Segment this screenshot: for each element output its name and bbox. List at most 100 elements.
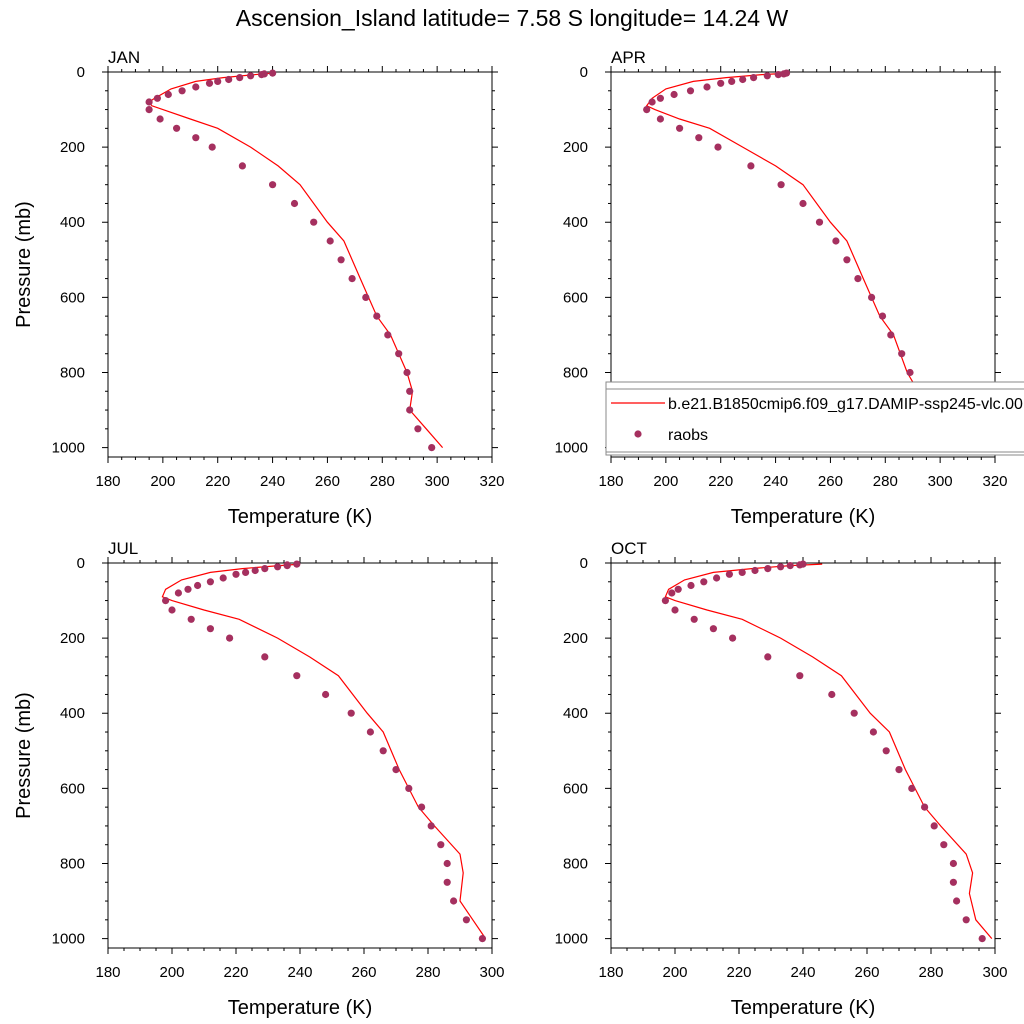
raobs-point [261,565,269,573]
raobs-point [206,578,214,586]
raobs-point [173,124,181,132]
y-tick-label: 800 [563,364,588,381]
legend-raobs-swatch [634,430,642,438]
plot-frame [107,71,493,458]
panel-label: APR [611,48,646,67]
raobs-point [868,293,876,301]
raobs-point [443,878,451,886]
x-axis-title: Temperature (K) [731,506,876,528]
raobs-point [674,585,682,593]
raobs-point [427,822,435,830]
x-tick-label: 180 [598,964,623,981]
raobs-point [362,293,370,301]
y-tick-label: 1000 [52,931,85,948]
y-tick-label: 400 [563,705,588,722]
raobs-point [232,570,240,578]
x-tick-label: 220 [205,473,230,490]
x-axis-title: Temperature (K) [228,506,373,528]
raobs-point [878,312,887,320]
raobs-point [671,606,679,614]
plot-frame [610,562,996,949]
y-tick-label: 0 [580,64,588,81]
raobs-point [713,574,721,582]
raobs-point [194,581,202,590]
raobs-point [738,568,746,577]
raobs-point [251,566,259,575]
y-tick-label: 800 [60,855,85,872]
x-tick-label: 260 [315,473,340,490]
x-tick-label: 280 [370,473,395,490]
raobs-point [908,784,916,793]
raobs-point [895,766,903,774]
x-tick-label: 180 [598,473,623,490]
raobs-point [949,878,958,886]
raobs-point [225,75,233,84]
raobs-point [703,83,711,91]
raobs-point [347,709,355,717]
raobs-point [668,589,676,597]
x-tick-label: 260 [818,473,843,490]
raobs-point [648,98,656,106]
x-tick-label: 240 [790,964,815,981]
x-tick-label: 320 [479,473,504,490]
raobs-point [164,90,172,99]
panel-jan: JAN 180 200 220 240 260 280 300 320 0 200 400 600 800… [13,48,505,528]
x-tick-label: 200 [662,964,687,981]
raobs-point [747,162,755,170]
raobs-point [290,199,299,208]
y-tick-label: 400 [60,214,85,231]
raobs-point [269,181,277,189]
y-tick-label: 200 [60,139,85,156]
raobs-point [930,822,938,830]
raobs-point [676,124,684,132]
x-tick-label: 200 [150,473,175,490]
y-tick-label: 400 [60,705,85,722]
y-tick-label: 0 [580,555,588,572]
raobs-point [428,444,436,452]
raobs-point [162,597,170,605]
raobs-point [643,106,651,114]
x-tick-label: 280 [415,964,440,981]
plot-frame [107,562,493,949]
model-series-line [148,72,444,448]
raobs-point [450,897,458,905]
raobs-point [373,312,381,320]
raobs-point [729,634,737,642]
raobs-point [395,350,403,358]
raobs-point [214,77,222,85]
raobs-point [843,256,851,264]
raobs-point [898,350,906,358]
raobs-point [750,74,758,82]
raobs-point [384,331,392,339]
raobs-point [739,75,747,84]
raobs-point [717,79,725,87]
raobs-point [786,562,794,570]
figure-title: Ascension_Island latitude= 7.58 S longit… [236,5,789,31]
raobs-point [174,589,182,597]
raobs-point [700,578,708,586]
y-tick-label: 600 [563,289,588,306]
raobs-point [690,615,698,623]
raobs-point [242,568,250,577]
y-tick-label: 200 [563,139,588,156]
raobs-point [437,841,445,849]
raobs-point [156,115,164,123]
x-tick-label: 300 [425,473,450,490]
raobs-point [226,634,234,642]
y-tick-label: 200 [60,630,85,647]
y-tick-label: 600 [60,780,85,797]
raobs-point [418,803,426,811]
raobs-point [192,83,200,91]
raobs-point [774,71,782,79]
y-axis-title: Pressure (mb) [13,201,35,328]
y-tick-label: 1000 [555,931,588,948]
x-tick-label: 300 [928,473,953,490]
raobs-point [777,563,785,571]
raobs-point [406,387,414,395]
raobs-point [392,766,400,774]
x-tick-label: 240 [763,473,788,490]
model-series-line [645,72,944,448]
raobs-point [687,581,695,590]
panel-oct: OCT 180 200 220 240 260 280 300 0 200 400 600 800 100… [555,539,1008,1019]
